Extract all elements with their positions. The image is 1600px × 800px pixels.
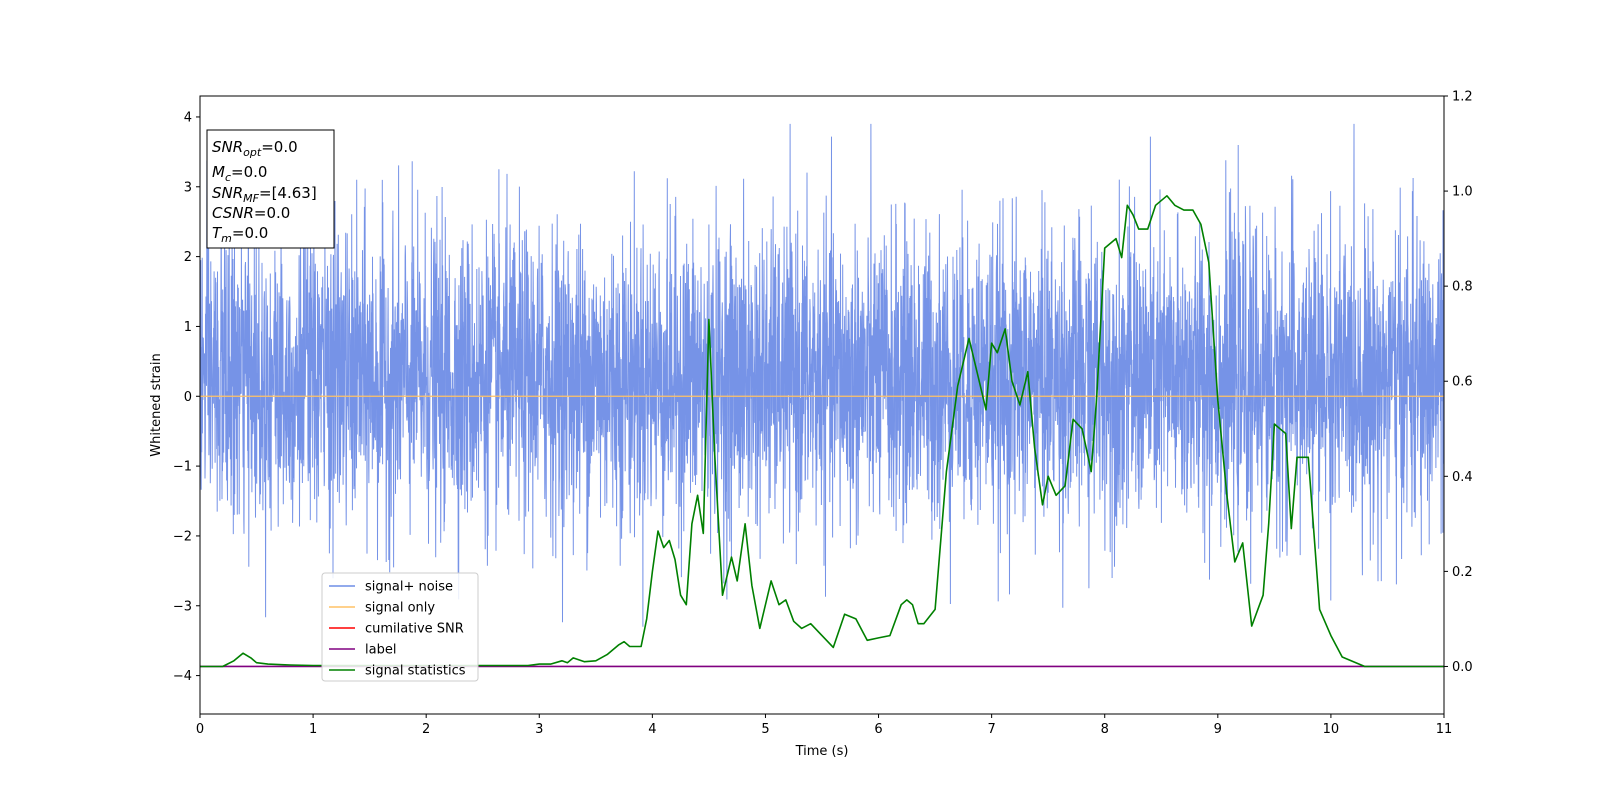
y-tick-label: −2 (173, 529, 192, 544)
x-tick-label: 11 (1436, 722, 1453, 737)
y2-tick-label: 0.8 (1452, 280, 1473, 295)
x-tick-label: 7 (987, 722, 995, 737)
y2-tick-label: 1.0 (1452, 185, 1473, 200)
x-tick-label: 10 (1323, 722, 1340, 737)
y-axis: −4 −3 −2 −1 0 1 2 3 4 (173, 110, 200, 684)
y-axis-title: Whitened strain (149, 353, 164, 456)
legend-label: signal+ noise (365, 580, 453, 595)
legend-label: label (365, 643, 396, 658)
y2-tick-label: 0.2 (1452, 565, 1473, 580)
y2-tick-label: 0.0 (1452, 660, 1473, 675)
y-tick-label: 0 (184, 390, 192, 405)
annotation-line: Tm=0.0 (212, 224, 268, 245)
x-tick-label: 8 (1101, 722, 1109, 737)
y2-tick-label: 1.2 (1452, 90, 1473, 105)
x-tick-label: 1 (309, 722, 317, 737)
y2-axis: 0.0 0.2 0.4 0.6 0.8 1.0 1.2 (1444, 90, 1473, 675)
x-tick-label: 5 (761, 722, 769, 737)
legend-frame (321, 572, 479, 682)
legend: signal+ noise signal only cumilative SNR la… (321, 572, 479, 682)
y-tick-label: 4 (184, 110, 192, 125)
x-axis-title: Time (s) (795, 744, 849, 759)
x-tick-label: 2 (422, 722, 430, 737)
x-tick-label: 9 (1214, 722, 1222, 737)
plot-frame (199, 95, 1445, 715)
signal-noise-line (199, 123, 1445, 627)
signal-statistics-line (200, 195, 1444, 668)
annotation-box-frame (206, 129, 335, 249)
y2-tick-label: 0.6 (1452, 375, 1473, 390)
legend-label: cumilative SNR (365, 622, 464, 637)
annotation-line: Mc=0.0 (212, 163, 267, 184)
legend-label: signal statistics (365, 664, 466, 679)
annotation-line: SNRopt=0.0 (212, 138, 298, 159)
y-tick-label: −4 (173, 669, 192, 684)
x-tick-label: 6 (874, 722, 882, 737)
y-tick-label: −3 (173, 599, 192, 614)
annotation-line: CSNR=0.0 (212, 204, 290, 222)
signal-noise-series (199, 123, 1445, 627)
annotation-line: SNRMF=[4.63] (212, 184, 317, 205)
x-tick-label: 3 (535, 722, 543, 737)
y-tick-label: 1 (184, 320, 192, 335)
legend-label: signal only (365, 601, 435, 616)
y-tick-label: −1 (173, 460, 192, 475)
x-axis: 0 1 2 3 4 5 6 7 8 9 10 11 (196, 714, 1452, 737)
y2-tick-label: 0.4 (1452, 470, 1473, 485)
y-tick-label: 2 (184, 250, 192, 265)
y-tick-label: 3 (184, 180, 192, 195)
x-tick-label: 0 (196, 722, 204, 737)
x-tick-label: 4 (648, 722, 656, 737)
